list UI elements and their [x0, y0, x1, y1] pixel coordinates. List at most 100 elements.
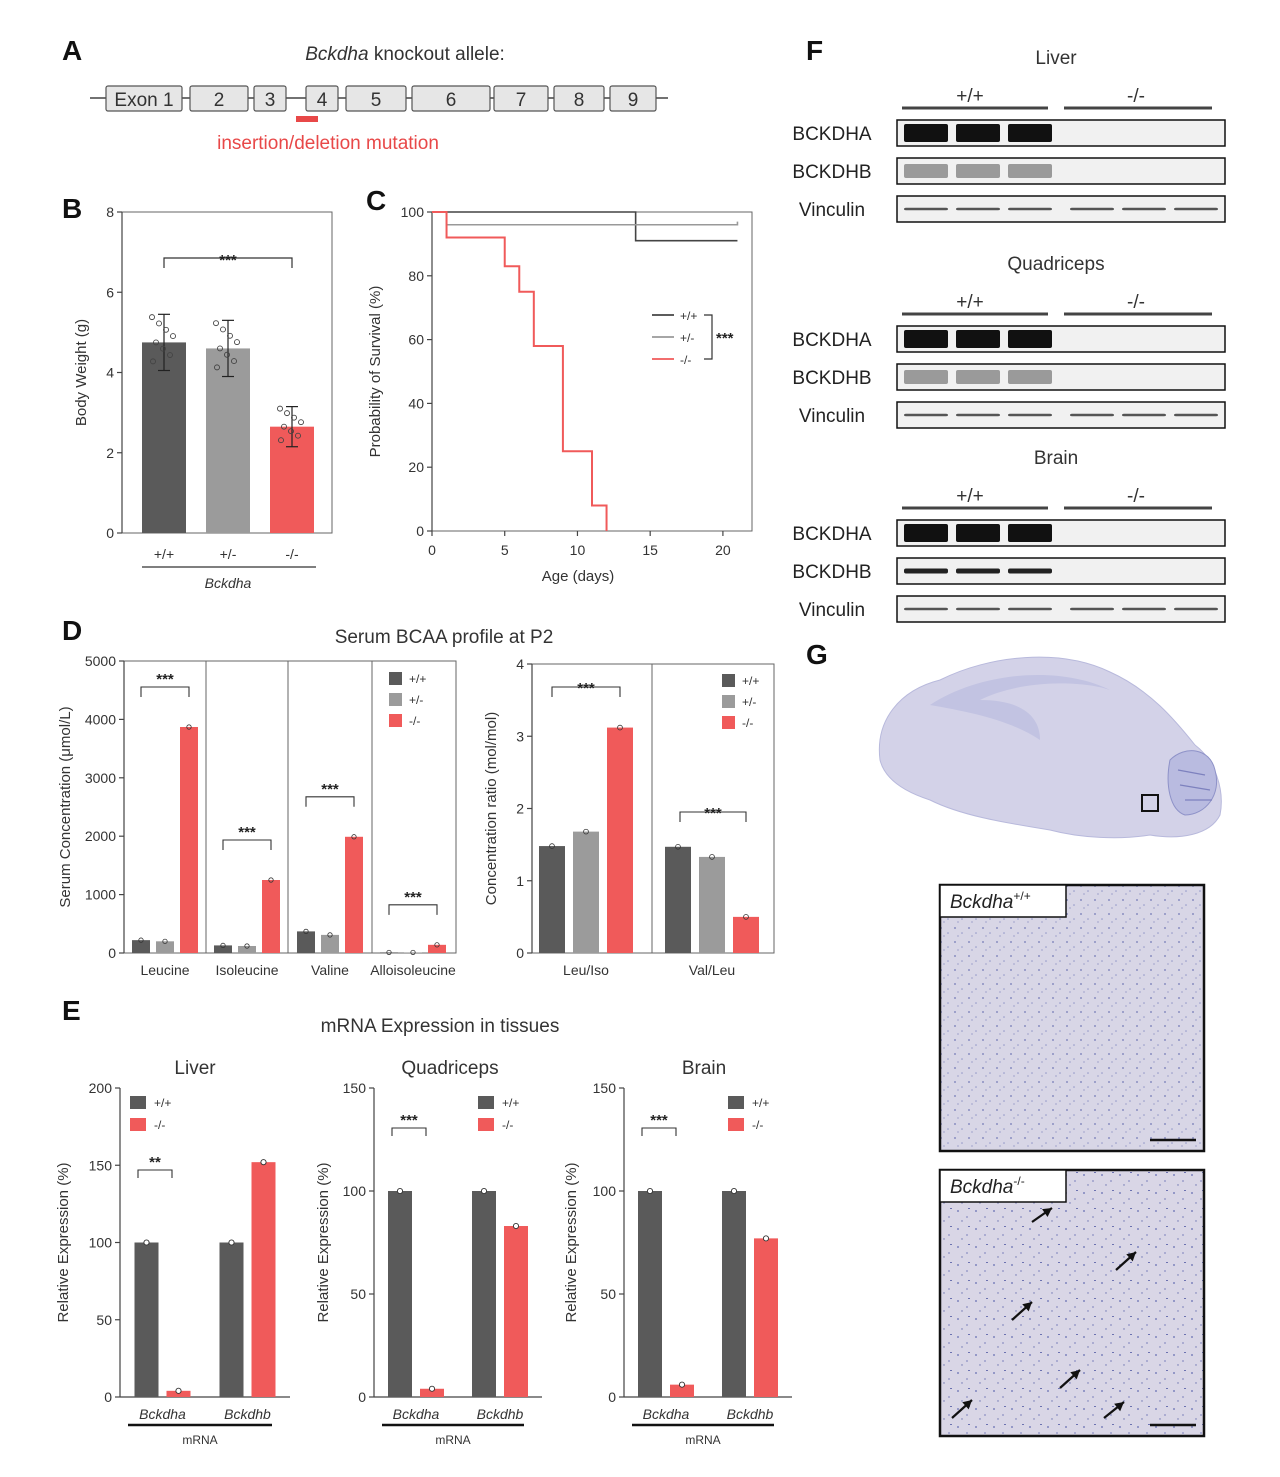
blot-band: [904, 124, 948, 142]
data-point: [284, 410, 290, 417]
genotype-label: -/-: [1127, 86, 1145, 107]
sig-label: ***: [156, 671, 174, 688]
data-point: [730, 1187, 738, 1195]
blot-row-label: BCKDHB: [792, 162, 871, 183]
y-tick-label: 6: [106, 284, 114, 300]
bar: [638, 1191, 662, 1397]
genotype-label: +/+: [956, 292, 983, 313]
y-tick-label: 20: [408, 459, 424, 475]
blot-band: [1174, 607, 1218, 611]
blot-band: [1008, 524, 1052, 542]
x-axis-label: Bckdha: [205, 575, 252, 591]
sig-bracket: [163, 257, 293, 268]
x-tick-label: -/-: [285, 546, 299, 562]
legend-swatch: [722, 695, 735, 708]
y-tick-label: 0: [416, 523, 424, 539]
x-tick-label: 20: [715, 542, 731, 558]
panel-label-b: B: [62, 193, 82, 224]
blot-row-label: BCKDHA: [792, 124, 872, 145]
sig-label: ***: [400, 1112, 418, 1129]
sig-bracket: [641, 1127, 677, 1136]
histology-wt-inset: Bckdha+/+: [938, 883, 1206, 1153]
arrow-head-icon: [1022, 1302, 1032, 1312]
data-point: [162, 938, 168, 944]
legend-label: -/-: [680, 353, 691, 367]
data-point: [281, 423, 287, 430]
exon-label: 3: [265, 90, 276, 111]
y-axis-label: Relative Expression (%): [55, 1162, 72, 1322]
genotype-label: +/+: [956, 486, 983, 507]
data-point: [138, 937, 144, 943]
y-tick-label: 40: [408, 395, 424, 411]
sig-bracket: [391, 1127, 427, 1136]
y-tick-label: 4000: [85, 711, 116, 727]
legend-label: -/-: [742, 716, 753, 730]
bar: [214, 945, 232, 953]
legend-label: +/+: [680, 309, 697, 323]
genotype-label: -/-: [1127, 292, 1145, 313]
bar: [321, 934, 339, 953]
bar: [607, 727, 633, 953]
exon-label: 2: [214, 90, 225, 111]
bar: [665, 846, 691, 953]
blot-strip: [896, 157, 1226, 185]
legend-label: +/+: [154, 1096, 171, 1110]
x-tick-label: 5: [501, 542, 509, 558]
y-tick-label: 100: [89, 1235, 113, 1251]
panel-f: F Liver +/+ -/- BCKDHA BCKDHB Vinculin Quadric…: [792, 35, 1226, 623]
data-point: [163, 326, 169, 333]
data-point: [278, 437, 284, 444]
y-tick-label: 3: [516, 728, 524, 744]
y-tick-label: 100: [593, 1183, 617, 1199]
legend-swatch: [478, 1096, 494, 1109]
x-tick-label: Alloisoleucine: [370, 962, 456, 978]
data-point: [327, 932, 333, 938]
y-tick-label: 0: [108, 945, 116, 961]
arrow-head-icon: [1126, 1252, 1136, 1262]
data-point: [583, 828, 589, 835]
panel-e-title: mRNA Expression in tissues: [321, 1016, 560, 1037]
blot-band: [1008, 330, 1052, 348]
blot-band: [1070, 413, 1114, 417]
legend-swatch: [130, 1096, 146, 1109]
x-tick-label: 15: [642, 542, 658, 558]
y-tick-label: 4: [516, 656, 524, 672]
blot-strip: [896, 195, 1226, 223]
gene-name: Bckdha: [305, 44, 368, 65]
blot-band: [904, 330, 948, 348]
blot-row-label: Vinculin: [799, 406, 865, 427]
bar: [166, 1390, 191, 1397]
x-tick-label: Leucine: [140, 962, 189, 978]
legend-label: -/-: [409, 714, 420, 728]
blot-band: [904, 413, 948, 417]
blot-band: [1008, 568, 1052, 574]
data-point: [512, 1222, 520, 1230]
bar: [251, 1162, 276, 1397]
data-point: [149, 314, 155, 321]
y-tick-label: 2: [516, 801, 524, 817]
mrna-quadriceps-chart: Quadriceps 0 50 100 150 Relative Expression (…: [315, 1058, 542, 1447]
blot-band: [904, 568, 948, 574]
bar: [297, 931, 315, 953]
x-tick-label: +/-: [220, 546, 237, 562]
y-axis-label: Body Weight (g): [73, 319, 90, 426]
blot-band: [956, 607, 1000, 611]
y-tick-label: 50: [96, 1312, 112, 1328]
y-tick-label: 8: [106, 204, 114, 220]
legend-swatch: [389, 714, 402, 727]
panel-g: G Bckdha+/+ Bckdha-/-: [806, 639, 1222, 1438]
exon-box: [305, 85, 339, 112]
blot-band: [904, 164, 948, 178]
mrna-brain-chart: Brain 0 50 100 150 Relative Expression (%) Bck…: [563, 1058, 792, 1447]
exon-box: [609, 85, 657, 112]
data-point: [231, 358, 237, 365]
legend-swatch: [728, 1096, 744, 1109]
blot-row-label: BCKDHB: [792, 368, 871, 389]
exon-label: 7: [516, 90, 527, 111]
data-point: [480, 1187, 488, 1195]
y-axis-label: Relative Expression (%): [315, 1162, 332, 1322]
data-point: [709, 854, 715, 860]
blot-band: [956, 124, 1000, 142]
